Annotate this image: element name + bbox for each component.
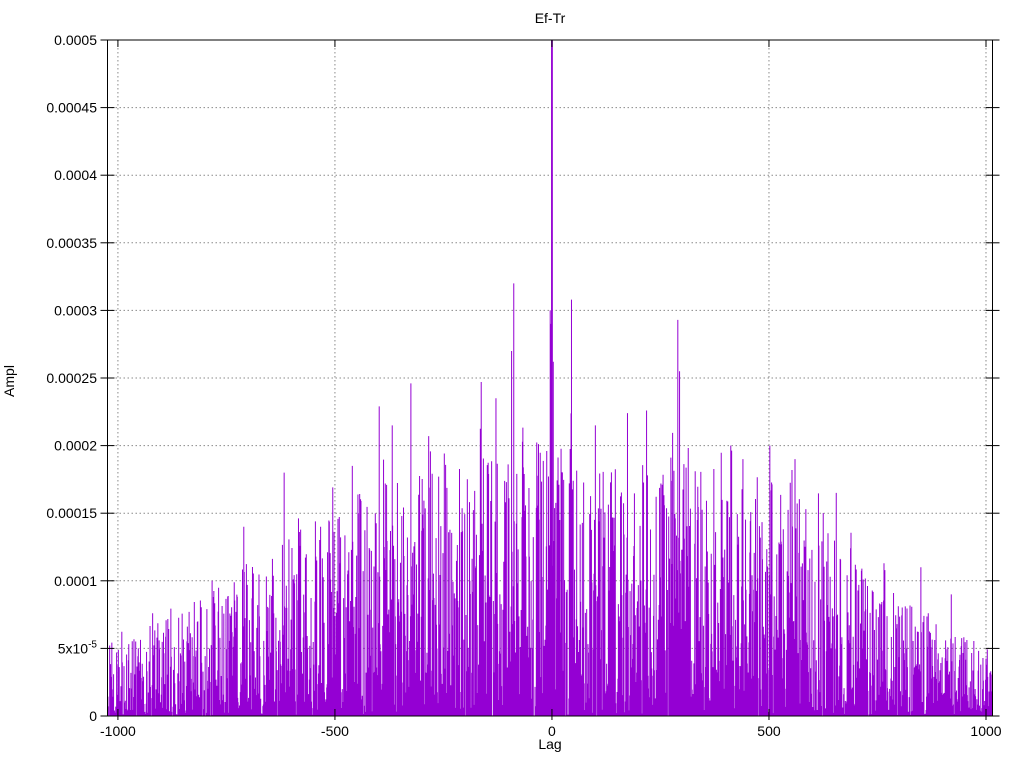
x-tick-label: 1000 xyxy=(970,723,1001,739)
x-tick-label: -1000 xyxy=(100,723,136,739)
x-tick-label: -500 xyxy=(321,723,349,739)
y-tick-label: 0.00015 xyxy=(46,505,97,521)
y-tick-label: 0.0004 xyxy=(54,167,97,183)
y-tick-label: 0.00025 xyxy=(46,370,97,386)
y-tick-label: 0 xyxy=(89,708,97,724)
x-axis-title: Lag xyxy=(538,736,562,752)
y-tick-label: 0.0002 xyxy=(54,438,97,454)
chart-title: Ef-Tr xyxy=(534,10,566,26)
y-tick-label: 0.00045 xyxy=(46,100,97,116)
y-tick-label: 0.0001 xyxy=(54,573,97,589)
y-tick-label: 5x10-5 xyxy=(58,639,98,656)
x-tick-label: 500 xyxy=(757,723,781,739)
y-tick-label: 0.0003 xyxy=(54,302,97,318)
y-axis-title: Ampl xyxy=(1,365,17,397)
tick-labels: 0 5x10-5 0.0001 0.00015 0.0002 0.00025 0.0003 0… xyxy=(46,32,1001,739)
axes-border xyxy=(100,39,1000,720)
y-tick-label: 0.00035 xyxy=(46,235,97,251)
x-tick-label: 0 xyxy=(548,723,556,739)
y-tick-label: 0.0005 xyxy=(54,32,97,48)
